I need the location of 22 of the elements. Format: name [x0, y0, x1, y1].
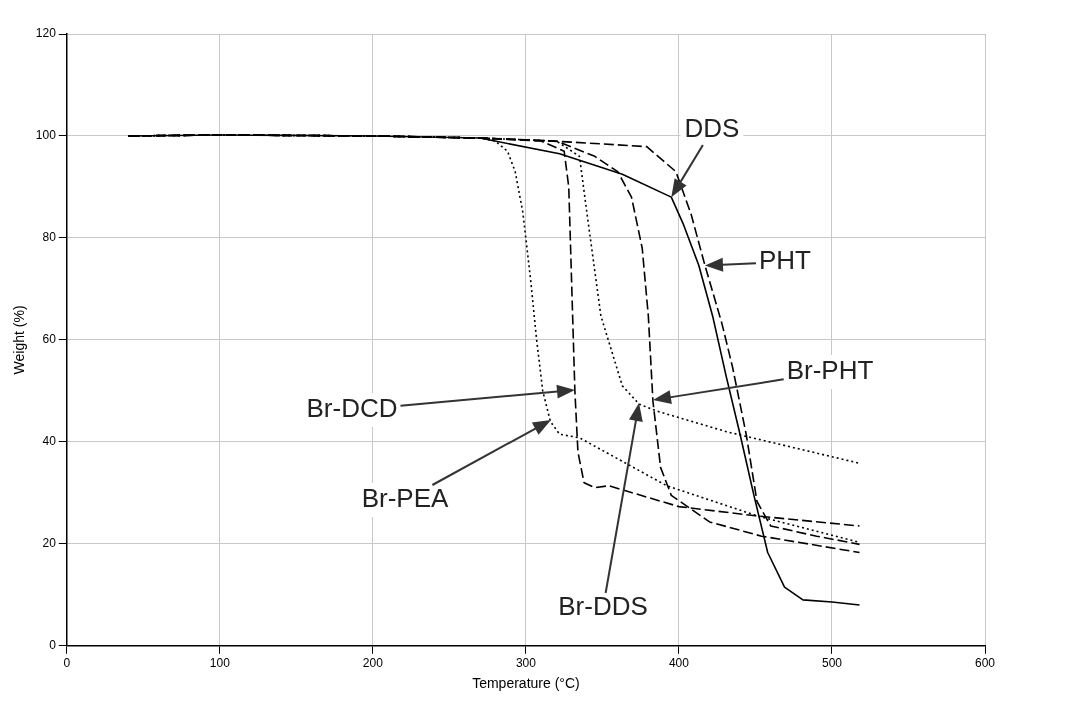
annotation: PHT	[759, 245, 812, 276]
y-tick-label: 80	[42, 230, 57, 245]
x-tick-label: 100	[209, 656, 231, 671]
x-tick-label: 600	[974, 656, 996, 671]
y-tick-label: 0	[49, 638, 57, 653]
annotation: Br-DDS	[558, 591, 648, 622]
y-tick-label: 100	[35, 128, 57, 143]
x-tick-label: 300	[515, 656, 537, 671]
x-axis-title: Temperature (°C)	[472, 675, 580, 692]
y-axis-title: Weight (%)	[11, 305, 28, 375]
annotation: Br-PEA	[361, 483, 449, 514]
x-tick-label: 200	[362, 656, 384, 671]
y-tick-label: 40	[42, 434, 57, 449]
y-tick-label: 20	[42, 536, 57, 551]
x-tick-label: 500	[821, 656, 843, 671]
annotation: Br-PHT	[786, 355, 874, 386]
x-tick-label: 400	[668, 656, 690, 671]
y-tick-label: 60	[42, 332, 57, 347]
y-tick-label: 120	[35, 26, 57, 41]
annotation: DDS	[684, 113, 740, 144]
x-tick-label: 0	[63, 656, 71, 671]
annotation: Br-DCD	[306, 393, 398, 424]
